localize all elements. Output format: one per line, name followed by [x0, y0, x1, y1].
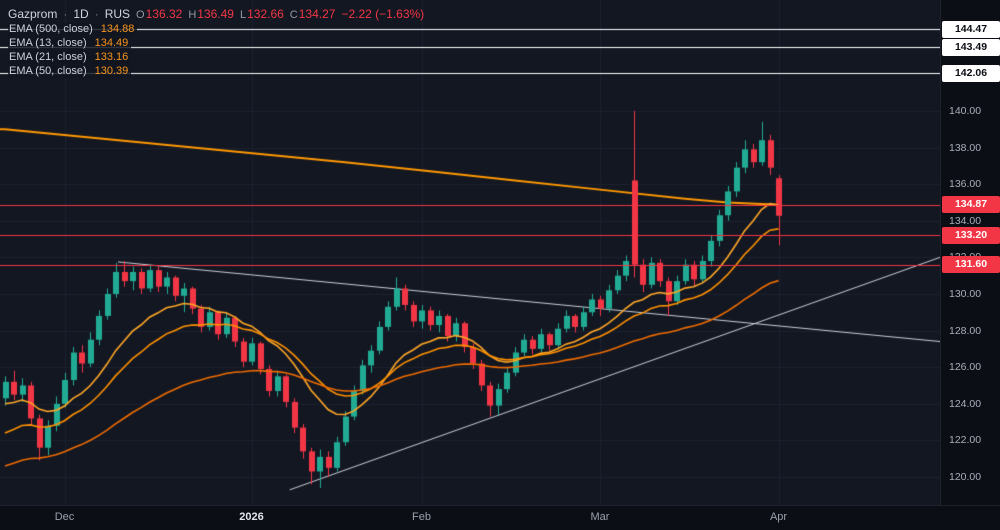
price-axis-label: 128.00	[949, 324, 982, 337]
indicator-row[interactable]: EMA (50, close) 130.39	[8, 65, 132, 78]
price-level-label-red[interactable]: 133.20	[942, 226, 1000, 244]
indicator-row[interactable]: EMA (13, close) 134.49	[8, 37, 132, 50]
time-axis[interactable]: Dec 2026 Feb Mar Apr	[0, 505, 1000, 530]
price-axis-label: 134.00	[949, 214, 982, 227]
candlestick-chart[interactable]	[0, 0, 940, 505]
high-value: 136.49	[197, 7, 234, 21]
price-axis-label: 124.00	[949, 397, 982, 410]
indicator-row[interactable]: EMA (21, close) 133.16	[8, 51, 132, 64]
price-axis-label: 130.00	[949, 287, 982, 300]
price-axis-label: 136.00	[949, 178, 982, 191]
indicator-legend: EMA (500, close) 134.88 EMA (13, close) 134…	[8, 23, 424, 78]
price-level-label-red[interactable]: 131.60	[942, 256, 1000, 274]
price-axis-label: 126.00	[949, 361, 982, 374]
indicator-value: 134.88	[100, 23, 135, 35]
chart-legend: Gazprom · 1D · RUS O 136.32 H 136.49 L 1…	[8, 6, 424, 78]
low-value: 132.66	[247, 7, 284, 21]
change-value: −2.22 (−1.63%)	[341, 7, 425, 21]
time-axis-label: Mar	[590, 511, 610, 523]
indicator-row[interactable]: EMA (500, close) 134.88	[8, 23, 138, 36]
low-label: L	[239, 9, 247, 21]
price-level-label-red[interactable]: 134.87	[942, 196, 1000, 214]
open-label: O	[136, 9, 145, 21]
price-axis-label: 140.00	[949, 104, 982, 117]
separator-dot: ·	[63, 7, 68, 21]
time-axis-label: Apr	[769, 511, 788, 523]
open-value: 136.32	[145, 7, 183, 21]
indicator-label: EMA (50, close)	[9, 65, 87, 77]
indicator-value: 133.16	[94, 51, 129, 63]
indicator-label: EMA (13, close)	[9, 37, 87, 49]
price-axis-label: 138.00	[949, 141, 982, 154]
time-axis-label: Dec	[54, 511, 75, 523]
indicator-value: 134.49	[94, 37, 129, 49]
price-axis[interactable]: 120.00122.00124.00126.00128.00130.00132.…	[940, 0, 1000, 505]
exchange-label: RUS	[104, 7, 131, 21]
high-value-group: H 136.49	[188, 7, 234, 21]
indicator-label: EMA (21, close)	[9, 51, 87, 63]
open-value-group: O 136.32	[136, 7, 182, 21]
symbol-row[interactable]: Gazprom · 1D · RUS O 136.32 H 136.49 L 1…	[8, 6, 424, 22]
price-axis-label: 120.00	[949, 470, 982, 483]
price-level-label-white[interactable]: 144.47	[942, 20, 1000, 38]
close-value: 134.27	[298, 7, 336, 21]
interval-label[interactable]: 1D	[73, 7, 89, 21]
close-value-group: C 134.27	[290, 7, 336, 21]
close-label: C	[289, 9, 298, 21]
symbol-name[interactable]: Gazprom	[8, 7, 58, 21]
price-axis-label: 122.00	[949, 434, 982, 447]
price-level-label-white[interactable]: 142.06	[942, 64, 1000, 82]
time-axis-label: 2026	[239, 511, 264, 523]
separator-dot: ·	[94, 7, 99, 21]
low-value-group: L 132.66	[240, 7, 284, 21]
high-label: H	[188, 9, 197, 21]
indicator-label: EMA (500, close)	[9, 23, 93, 35]
time-axis-label: Feb	[412, 511, 431, 523]
price-level-label-white[interactable]: 143.49	[942, 38, 1000, 56]
indicator-value: 130.39	[94, 65, 129, 77]
